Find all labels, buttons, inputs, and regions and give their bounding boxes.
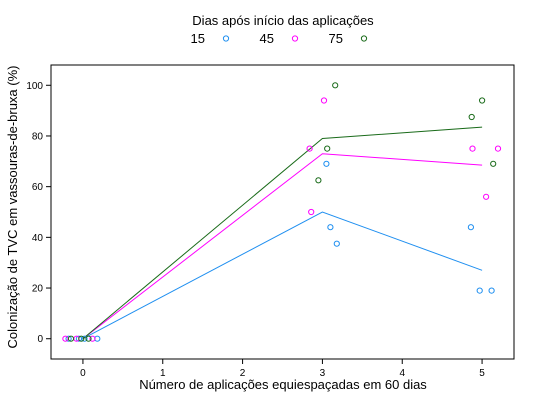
point-series-75: [315, 177, 322, 184]
legend-marker-15: [222, 35, 230, 42]
legend-label-75: 75: [329, 31, 343, 46]
x-axis-label: Número de aplicações equiespaçadas em 60…: [139, 377, 427, 392]
point-series-45: [308, 208, 315, 216]
legend-label-45: 45: [260, 31, 274, 46]
point-series-15: [476, 287, 483, 294]
point-series-75: [332, 82, 339, 89]
point-series-75: [67, 335, 75, 342]
y-tick-label: 60: [32, 182, 44, 193]
y-tick-label: 100: [26, 81, 43, 92]
x-tick-label: 3: [320, 368, 326, 379]
fitted-lines: [82, 126, 483, 340]
point-series-75: [479, 97, 486, 104]
point-series-45: [469, 145, 476, 152]
legend: Dias após início das aplicações 15 45 75: [191, 13, 375, 46]
y-tick-label: 0: [37, 334, 43, 345]
x-tick-label: 5: [479, 368, 485, 379]
plot-frame: [50, 64, 515, 360]
legend-label-15: 15: [191, 31, 205, 46]
y-tick-label: 40: [32, 233, 44, 244]
point-series-15: [333, 240, 340, 247]
point-series-15: [467, 224, 474, 231]
point-series-45: [494, 145, 502, 152]
series-line-75: [82, 126, 483, 340]
x-tick-label: 4: [399, 368, 405, 379]
legend-marker-45: [291, 35, 299, 42]
legend-items: 15 45 75: [191, 31, 368, 46]
point-series-75: [324, 145, 331, 152]
x-tick-label: 1: [160, 368, 166, 379]
point-series-75: [468, 113, 475, 121]
point-series-75: [78, 335, 85, 342]
axes: 0 1 2 3 4 5 0 20 40 60 80 100: [26, 81, 485, 379]
point-series-45: [62, 335, 69, 342]
point-series-15: [65, 335, 72, 342]
x-tick-label: 2: [240, 368, 246, 379]
point-series-15: [488, 287, 495, 294]
y-tick-label: 20: [32, 284, 44, 295]
point-series-15: [327, 224, 334, 231]
point-series-15: [81, 335, 88, 342]
point-series-45: [483, 193, 490, 200]
y-tick-label: 80: [32, 131, 44, 142]
series-line-15: [82, 211, 483, 340]
legend-title: Dias após início das aplicações: [192, 13, 374, 28]
point-series-75: [85, 335, 92, 342]
point-series-45: [89, 335, 96, 342]
point-series-15: [323, 160, 330, 167]
data-points: [62, 82, 502, 342]
point-series-75: [490, 160, 497, 167]
point-series-45: [306, 145, 313, 152]
point-series-45: [320, 97, 328, 104]
legend-marker-75: [360, 35, 368, 42]
series-line-45: [82, 153, 483, 340]
y-axis-label: Colonização de TVC em vassouras-de-bruxa…: [5, 66, 20, 349]
x-tick-label: 0: [80, 368, 86, 379]
